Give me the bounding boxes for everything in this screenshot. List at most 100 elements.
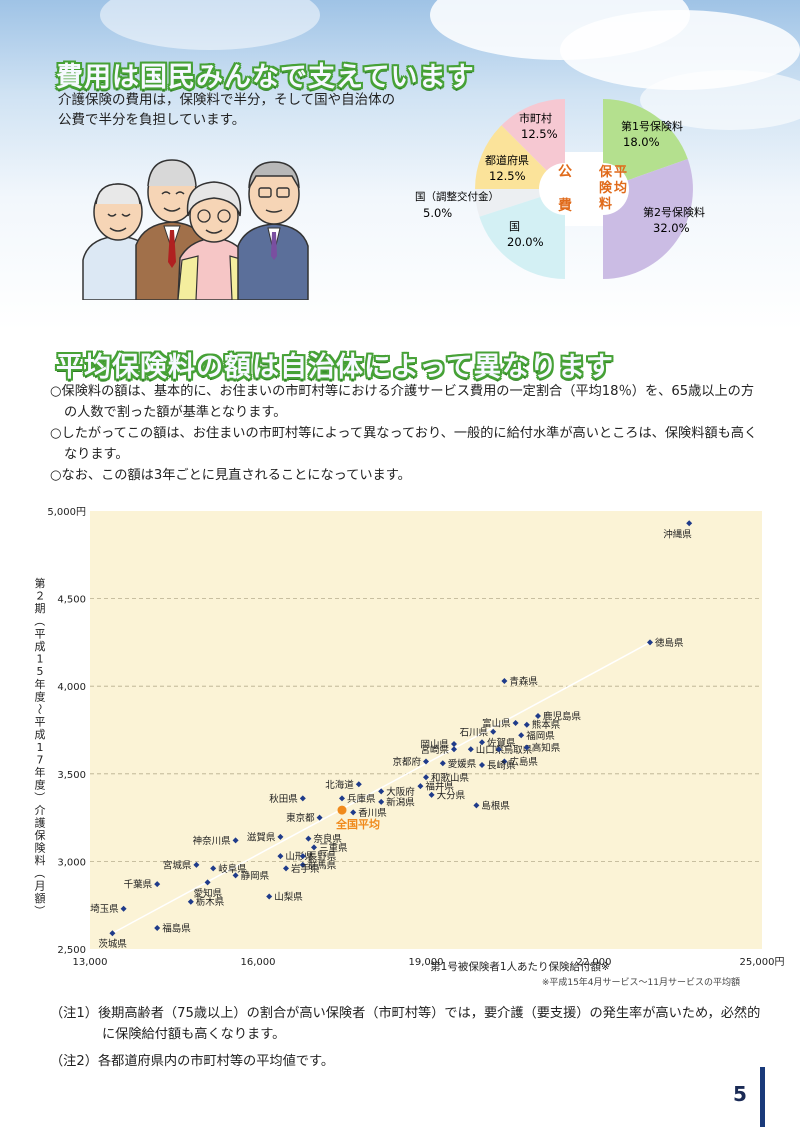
x-tick-label: 22,000 [577, 957, 612, 968]
y-tick-label: 3,000 [57, 857, 86, 868]
scatter-point: 岩手県 [283, 863, 320, 875]
page-edge-bar [760, 1067, 765, 1127]
scatter-point: 福島県 [154, 922, 191, 934]
scatter-point: 島根県 [473, 800, 510, 812]
point-marker [686, 520, 693, 527]
point-label: 愛媛県 [448, 758, 477, 770]
point-marker [535, 712, 541, 719]
plot-area [90, 511, 762, 949]
point-marker [428, 791, 435, 798]
point-marker [232, 872, 239, 879]
y-label-char: 額 [35, 892, 46, 905]
point-label: 栃木県 [196, 896, 225, 908]
y-tick-label: 4,500 [57, 595, 86, 606]
point-label: 山梨県 [274, 891, 303, 903]
point-marker [423, 758, 429, 765]
point-marker [299, 861, 306, 868]
point-label: 広島県 [509, 756, 538, 768]
y-tick-label: 5,000円 [47, 507, 86, 518]
public-label-2: 費 [558, 197, 572, 214]
pie-slice-todofuken [475, 125, 565, 189]
y-label-char: ２ [35, 590, 46, 603]
scatter-point: 群馬県 [299, 859, 337, 871]
y-label-char: 険 [35, 842, 46, 855]
scatter-point: 山口県 [467, 745, 505, 756]
scatter-point: 埼玉県 [90, 903, 127, 915]
scatter-point: 滋賀県 [247, 831, 284, 843]
average-label-2: 均 [614, 180, 627, 196]
point-label: 兵庫県 [347, 793, 376, 805]
point-marker [439, 760, 446, 767]
scatter-point: 福井県 [417, 781, 454, 793]
y-label-char: 度 [35, 689, 46, 703]
slice-value-kuni: 20.0% [507, 235, 544, 249]
intro-line-2: 公費で半分を負担しています。 [58, 112, 246, 128]
point-marker [479, 739, 485, 746]
point-label: 熊本県 [532, 719, 561, 731]
point-marker [423, 774, 429, 781]
scatter-point: 三重県 [311, 842, 348, 854]
y-label-char: 期 [35, 602, 46, 615]
scatter-point: 広島県 [501, 756, 538, 768]
slice-label-shichoson: 市町村 [519, 111, 552, 125]
point-marker [523, 721, 530, 728]
point-marker [232, 837, 239, 844]
premium-label-3: 料 [599, 196, 612, 212]
point-label: 茨城県 [98, 938, 127, 950]
scatter-point: 宮城県 [163, 859, 200, 871]
scatter-point: 山形県 [277, 851, 314, 863]
point-marker [187, 898, 194, 905]
y-label-char: 平 [35, 627, 46, 640]
point-label: 鳥取県 [504, 744, 533, 756]
scatter-point: 岐阜県 [210, 863, 247, 875]
x-tick-label: 25,000円 [740, 957, 785, 968]
point-label: 青森県 [509, 675, 538, 687]
elderly-people-illustration [82, 159, 309, 300]
note-2-text: 各都道府県内の市町村等の平均値です。 [97, 1054, 335, 1069]
point-label: 富山県 [482, 717, 511, 729]
public-label-1: 公 [558, 164, 572, 180]
y-label-char: （ [33, 615, 46, 626]
national-average-marker [337, 805, 347, 815]
section1-intro: 介護保険の費用は，保険料で半分，そして国や自治体の 公費で半分を負担しています。 [58, 90, 418, 130]
point-label: 長野県 [308, 852, 337, 863]
point-marker [467, 746, 474, 753]
scatter-point: 栃木県 [187, 896, 225, 908]
x-tick-label: 16,000 [241, 957, 276, 968]
x-axis-footnote: ※平成15年4月サービス～11月サービスの平均額 [542, 976, 740, 988]
pie-slice-shichoson [501, 99, 565, 189]
point-label: 奈良県 [313, 833, 342, 845]
slice-label-kuni-chosei: 国（調整交付金） [415, 190, 499, 203]
trend-line [112, 641, 651, 934]
y-tick-label: 2,500 [57, 945, 86, 956]
point-marker [339, 795, 345, 802]
point-label: 和歌山県 [431, 772, 470, 784]
section2-bullets: ○保険料の額は、基本的に、お住まいの市町村等における介護サービス費用の一定割合（… [50, 381, 760, 486]
section1-title: 費用は国民みんなで支えています [56, 62, 475, 93]
point-label: 大阪府 [386, 786, 415, 798]
scatter-point: 秋田県 [269, 793, 306, 805]
y-label-char: 保 [35, 828, 46, 842]
y-label-char: 第 [35, 576, 46, 590]
y-label-char: 月 [35, 879, 46, 892]
point-marker [154, 881, 161, 888]
point-marker [378, 798, 385, 805]
bullet-3: ○なお、この額は3年ごとに見直されることになっています。 [50, 468, 411, 483]
point-marker [512, 719, 519, 726]
point-label: 福島県 [162, 922, 191, 934]
point-label: 静岡県 [241, 870, 270, 882]
point-marker [350, 809, 357, 816]
scatter-point: 神奈川県 [193, 835, 239, 847]
y-label-char: 介 [35, 804, 46, 817]
slice-value-kuni-chosei: 5.0% [423, 206, 452, 220]
point-label: 香川県 [358, 808, 387, 819]
slice-value-shichoson: 12.5% [521, 127, 558, 141]
point-label: 佐賀県 [487, 737, 516, 749]
point-label: 三重県 [319, 842, 348, 854]
slice-label-kuni: 国 [509, 220, 520, 233]
y-label-char: 年 [35, 677, 46, 691]
scatter-point: 愛知県 [194, 879, 223, 899]
bullet-2: ○したがってこの額は、お住まいの市町村等によって異なっており、一般的に給付水準が… [50, 426, 758, 462]
point-label: 神奈川県 [193, 835, 232, 847]
